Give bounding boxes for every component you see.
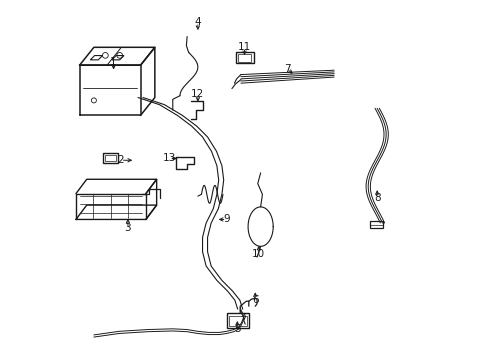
Bar (104, 155, 116, 161)
Bar (235, 52, 254, 63)
Bar (369, 221, 382, 228)
Text: 3: 3 (124, 224, 131, 233)
Bar (227, 314, 248, 328)
Text: 4: 4 (194, 17, 201, 27)
Bar (229, 316, 246, 326)
Text: 7: 7 (284, 64, 290, 74)
Text: 10: 10 (252, 248, 265, 258)
Text: 13: 13 (162, 153, 176, 163)
Text: 11: 11 (237, 42, 251, 52)
Bar (102, 153, 118, 163)
Text: 12: 12 (191, 89, 204, 99)
Text: 9: 9 (223, 215, 229, 224)
Text: 6: 6 (251, 295, 258, 305)
Bar (237, 54, 251, 62)
Text: 5: 5 (234, 324, 240, 334)
Text: 2: 2 (117, 155, 124, 165)
Text: 1: 1 (110, 57, 117, 67)
Text: 8: 8 (373, 193, 380, 203)
